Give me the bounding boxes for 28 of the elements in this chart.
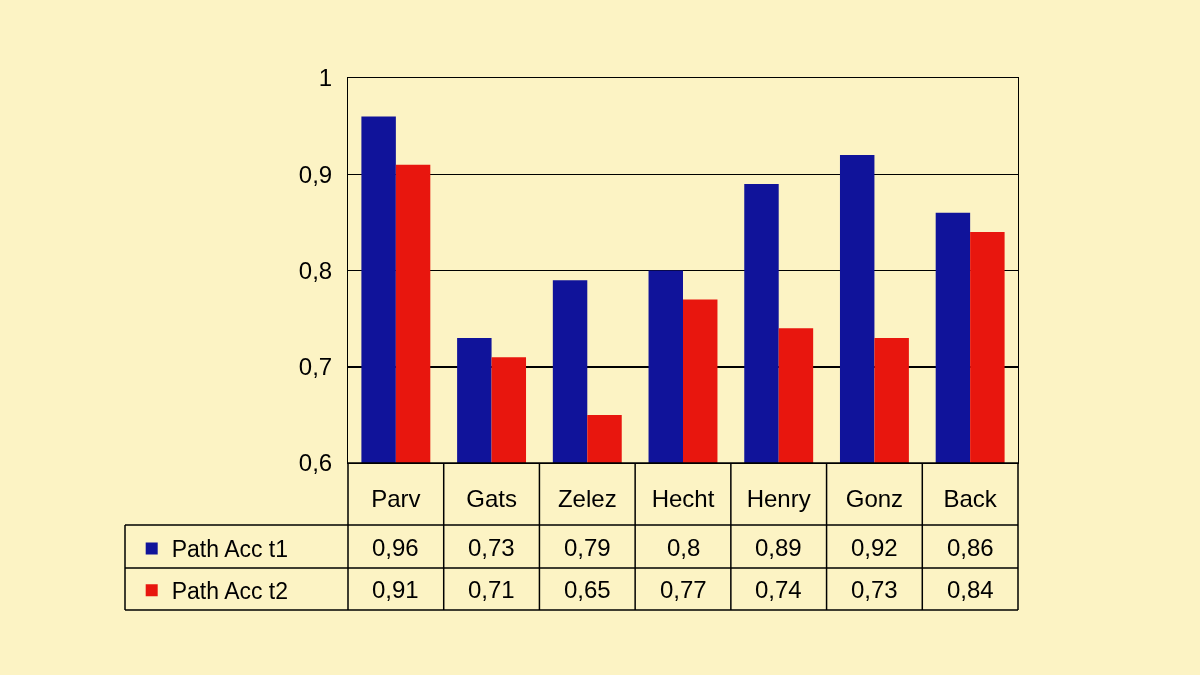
data-label: 0,79: [564, 534, 611, 561]
data-label: 0,92: [851, 534, 898, 561]
y-tick-label: 0,9: [298, 160, 333, 188]
legend-label: Path Acc t2: [171, 578, 289, 605]
data-label: 0,86: [947, 534, 994, 561]
data-label: 0,96: [372, 534, 419, 561]
y-tick-label: 0,7: [298, 353, 333, 381]
x-tick-label: Zelez: [557, 484, 617, 512]
data-label: 0,73: [468, 534, 515, 561]
data-label: 0,84: [947, 576, 994, 603]
data-label: 0,77: [660, 576, 707, 603]
data-label: 0,65: [564, 576, 611, 603]
x-tick-label: Back: [943, 484, 998, 512]
x-tick-label: Gats: [466, 484, 517, 512]
y-tick-label: 0,8: [298, 256, 333, 284]
data-label: 0,73: [851, 576, 898, 603]
data-label: 0,71: [468, 576, 515, 603]
data-label: 0,91: [372, 576, 419, 603]
data-label: 0,8: [667, 534, 701, 561]
legend-label: Path Acc t1: [171, 536, 289, 563]
y-tick-label: 0,6: [298, 449, 333, 477]
x-tick-label: Hecht: [651, 484, 715, 512]
data-label: 0,74: [755, 576, 802, 603]
x-tick-label: Gonz: [845, 484, 904, 512]
x-tick-label: Henry: [746, 484, 811, 512]
data-label: 0,89: [755, 534, 802, 561]
y-tick-label: 1: [318, 64, 333, 92]
x-tick-label: Parv: [371, 484, 421, 512]
